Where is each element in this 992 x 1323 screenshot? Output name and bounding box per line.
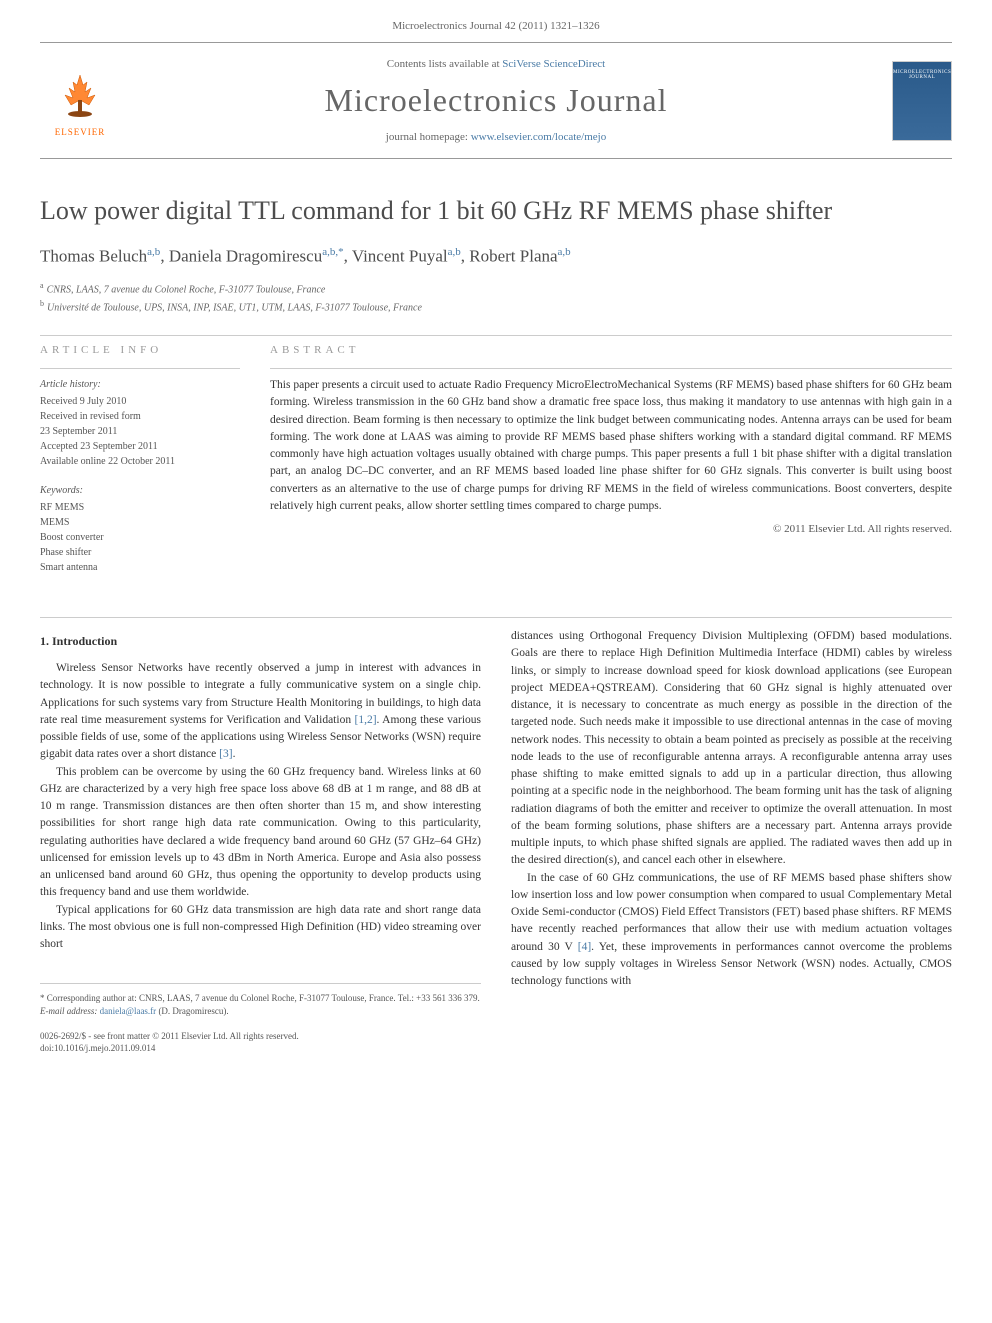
footer-bottom: 0026-2692/$ - see front matter © 2011 El… <box>40 1030 481 1055</box>
affil-text: Université de Toulouse, UPS, INSA, INP, … <box>47 302 422 313</box>
homepage-line: journal homepage: www.elsevier.com/locat… <box>120 131 872 143</box>
email-suffix: (D. Dragomirescu). <box>156 1006 228 1016</box>
abstract-col: ABSTRACT This paper presents a circuit u… <box>270 344 952 589</box>
body-paragraph: distances using Orthogonal Frequency Div… <box>511 628 952 870</box>
body-paragraph: Wireless Sensor Networks have recently o… <box>40 660 481 764</box>
elsevier-tree-icon <box>50 65 110 125</box>
authors-line: Thomas Belucha,b, Daniela Dragomirescua,… <box>40 246 952 267</box>
body-right-col: distances using Orthogonal Frequency Div… <box>511 628 952 1055</box>
footer-block: * Corresponding author at: CNRS, LAAS, 7… <box>40 983 481 1054</box>
email-label: E-mail address: <box>40 1006 100 1016</box>
history-line: Accepted 23 September 2011 <box>40 439 240 454</box>
body-paragraph: Typical applications for 60 GHz data tra… <box>40 902 481 954</box>
affil-sup: a <box>40 281 44 290</box>
history-line: 23 September 2011 <box>40 424 240 439</box>
email-link[interactable]: daniela@laas.fr <box>100 1006 157 1016</box>
abstract-copyright: © 2011 Elsevier Ltd. All rights reserved… <box>270 523 952 535</box>
masthead: ELSEVIER Contents lists available at Sci… <box>40 42 952 159</box>
affiliation-row: bUniversité de Toulouse, UPS, INSA, INP,… <box>40 298 952 315</box>
body-paragraph: In the case of 60 GHz communications, th… <box>511 870 952 991</box>
keyword: Boost converter <box>40 530 240 545</box>
divider <box>270 368 952 369</box>
body-paragraph: This problem can be overcome by using th… <box>40 764 481 902</box>
keyword: RF MEMS <box>40 500 240 515</box>
body-columns: 1. Introduction Wireless Sensor Networks… <box>40 628 952 1055</box>
journal-cover-icon: MICROELECTRONICS JOURNAL <box>892 61 952 141</box>
divider <box>40 617 952 618</box>
journal-cover-label: MICROELECTRONICS JOURNAL <box>893 70 951 80</box>
history-line: Received in revised form <box>40 409 240 424</box>
article-history-block: Article history: Received 9 July 2010 Re… <box>40 377 240 469</box>
abstract-text: This paper presents a circuit used to ac… <box>270 377 952 515</box>
keyword: MEMS <box>40 515 240 530</box>
author-name[interactable]: Vincent Puyal <box>352 246 448 265</box>
abstract-label: ABSTRACT <box>270 344 952 356</box>
homepage-link[interactable]: www.elsevier.com/locate/mejo <box>471 131 607 143</box>
keyword: Phase shifter <box>40 545 240 560</box>
divider <box>40 335 952 336</box>
publisher-logo-block: ELSEVIER <box>40 65 120 137</box>
issn-line: 0026-2692/$ - see front matter © 2011 El… <box>40 1030 481 1043</box>
body-left-col: 1. Introduction Wireless Sensor Networks… <box>40 628 481 1055</box>
author-affil-sup: a,b,* <box>322 246 343 258</box>
section-number: 1. <box>40 634 49 648</box>
affil-text: CNRS, LAAS, 7 avenue du Colonel Roche, F… <box>47 285 326 296</box>
publisher-name: ELSEVIER <box>55 127 106 137</box>
affil-sup: b <box>40 299 44 308</box>
keywords-title: Keywords: <box>40 483 240 498</box>
history-line: Available online 22 October 2011 <box>40 454 240 469</box>
ref-link[interactable]: [4] <box>578 941 591 953</box>
sciencedirect-link[interactable]: SciVerse ScienceDirect <box>502 58 605 70</box>
article-info-label: ARTICLE INFO <box>40 344 240 356</box>
info-abstract-row: ARTICLE INFO Article history: Received 9… <box>40 344 952 589</box>
author-name[interactable]: Thomas Beluch <box>40 246 147 265</box>
masthead-center: Contents lists available at SciVerse Sci… <box>120 58 872 143</box>
contents-line: Contents lists available at SciVerse Sci… <box>120 58 872 70</box>
ref-link[interactable]: [3] <box>219 748 232 760</box>
contents-prefix: Contents lists available at <box>387 58 502 70</box>
affiliations: aCNRS, LAAS, 7 avenue du Colonel Roche, … <box>40 280 952 315</box>
author-affil-sup: a,b <box>558 246 571 258</box>
homepage-prefix: journal homepage: <box>386 131 471 143</box>
ref-link[interactable]: [1,2] <box>354 714 376 726</box>
article-info-col: ARTICLE INFO Article history: Received 9… <box>40 344 240 589</box>
history-title: Article history: <box>40 377 240 392</box>
header-citation: Microelectronics Journal 42 (2011) 1321–… <box>40 20 952 32</box>
email-line: E-mail address: daniela@laas.fr (D. Drag… <box>40 1005 481 1018</box>
article-title: Low power digital TTL command for 1 bit … <box>40 194 952 228</box>
history-line: Received 9 July 2010 <box>40 394 240 409</box>
journal-cover-block: MICROELECTRONICS JOURNAL <box>872 61 952 141</box>
author-affil-sup: a,b <box>147 246 160 258</box>
affiliation-row: aCNRS, LAAS, 7 avenue du Colonel Roche, … <box>40 280 952 297</box>
divider <box>40 368 240 369</box>
author-name[interactable]: Robert Plana <box>469 246 557 265</box>
author-affil-sup: a,b <box>448 246 461 258</box>
keywords-block: Keywords: RF MEMS MEMS Boost converter P… <box>40 483 240 575</box>
doi-line: doi:10.1016/j.mejo.2011.09.014 <box>40 1042 481 1055</box>
keyword: Smart antenna <box>40 560 240 575</box>
author-name[interactable]: Daniela Dragomirescu <box>169 246 322 265</box>
section-heading: 1. Introduction <box>40 632 481 650</box>
journal-name: Microelectronics Journal <box>120 82 872 119</box>
section-title: Introduction <box>52 634 117 648</box>
corresponding-author: * Corresponding author at: CNRS, LAAS, 7… <box>40 992 481 1005</box>
